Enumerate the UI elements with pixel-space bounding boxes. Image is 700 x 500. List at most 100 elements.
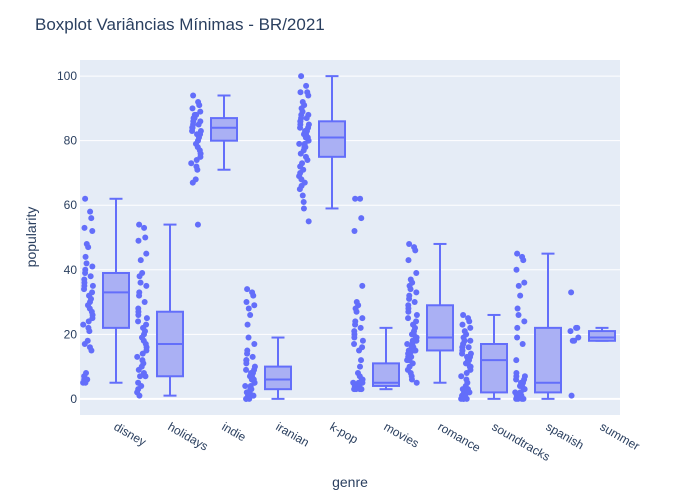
data-point [243, 299, 250, 306]
data-point [463, 370, 470, 377]
data-point [296, 186, 303, 193]
data-point [80, 321, 87, 328]
data-point [141, 299, 148, 306]
box-iqr [426, 304, 454, 352]
data-point [244, 286, 251, 293]
x-tick-label-summer: summer [598, 419, 643, 453]
data-point [86, 328, 93, 335]
data-point [85, 244, 92, 251]
data-point [359, 337, 366, 344]
data-point [305, 218, 312, 225]
y-tick-labels: 0 20 40 60 80 100 [57, 69, 77, 406]
data-point [459, 350, 466, 357]
data-point [243, 395, 250, 402]
box-iqr [372, 362, 400, 387]
data-point [467, 324, 474, 331]
data-point [515, 282, 522, 289]
box-group-spanish [512, 250, 562, 402]
data-point [197, 108, 204, 115]
box-group-soundtracks [458, 311, 508, 402]
x-tick-label-iranian: iranian [274, 419, 312, 449]
data-point [521, 318, 528, 325]
data-point [135, 237, 142, 244]
data-point [196, 102, 203, 109]
data-point [351, 386, 358, 393]
data-point [81, 341, 88, 347]
data-point [142, 373, 149, 380]
data-point [408, 376, 415, 383]
box-group-k-pop [296, 73, 346, 225]
box-group-summer [567, 289, 616, 399]
data-point [412, 247, 419, 254]
x-tick-label-soundtracks: soundtracks [490, 419, 553, 463]
data-point [143, 315, 150, 322]
data-point [194, 221, 201, 228]
data-point [247, 311, 254, 318]
data-point [82, 379, 89, 386]
data-point [521, 279, 528, 286]
x-tick-labels: disney holidays indie iranian k-pop movies rom… [112, 419, 643, 463]
data-point [245, 305, 252, 312]
data-point [89, 228, 96, 235]
data-point [244, 321, 251, 328]
data-point [413, 379, 420, 386]
data-point [143, 250, 150, 257]
data-point [513, 266, 520, 273]
data-point [352, 321, 359, 328]
data-point [460, 311, 467, 318]
data-point [413, 311, 420, 318]
data-point [299, 192, 306, 199]
data-point [515, 311, 522, 318]
data-point [89, 263, 96, 270]
data-point [467, 337, 474, 344]
data-point [359, 282, 366, 289]
data-point [137, 373, 144, 380]
y-tick-label-40: 40 [64, 263, 78, 277]
data-point [243, 360, 250, 367]
data-point [83, 260, 90, 267]
data-point [351, 228, 358, 235]
data-point [300, 199, 307, 205]
data-point [571, 337, 578, 344]
data-point [85, 318, 92, 325]
y-tick-label-20: 20 [64, 327, 78, 341]
data-point [514, 334, 521, 341]
data-point [135, 311, 142, 318]
data-point [413, 270, 420, 276]
x-tick-label-k-pop: k-pop [328, 419, 361, 446]
data-point [82, 195, 89, 202]
data-point [141, 224, 148, 231]
box-iqr [480, 343, 508, 394]
data-point [356, 347, 363, 354]
data-point [194, 166, 201, 173]
data-point [190, 92, 197, 99]
data-point [87, 208, 94, 215]
data-point [189, 179, 196, 186]
data-point [465, 344, 472, 351]
x-tick-label-spanish: spanish [544, 419, 587, 452]
box-group-movies [350, 195, 400, 393]
data-point [250, 292, 257, 299]
data-point [188, 160, 195, 167]
box-group-romance [404, 240, 454, 386]
x-axis-title: genre [332, 474, 368, 490]
data-point [351, 341, 358, 347]
data-point [519, 341, 526, 347]
data-point [137, 257, 144, 264]
data-point [136, 392, 143, 399]
data-point [514, 250, 521, 257]
x-tick-label-romance: romance [436, 419, 484, 455]
data-point [251, 302, 258, 309]
data-point [135, 318, 142, 325]
data-point [88, 347, 95, 354]
y-axis-title: popularity [23, 207, 39, 268]
data-point [136, 292, 143, 299]
data-point [251, 341, 258, 347]
data-point [405, 315, 412, 322]
data-point [305, 92, 312, 99]
data-point [82, 253, 89, 260]
y-tick-label-0: 0 [70, 392, 77, 406]
data-point [359, 315, 366, 322]
data-point [135, 366, 142, 373]
